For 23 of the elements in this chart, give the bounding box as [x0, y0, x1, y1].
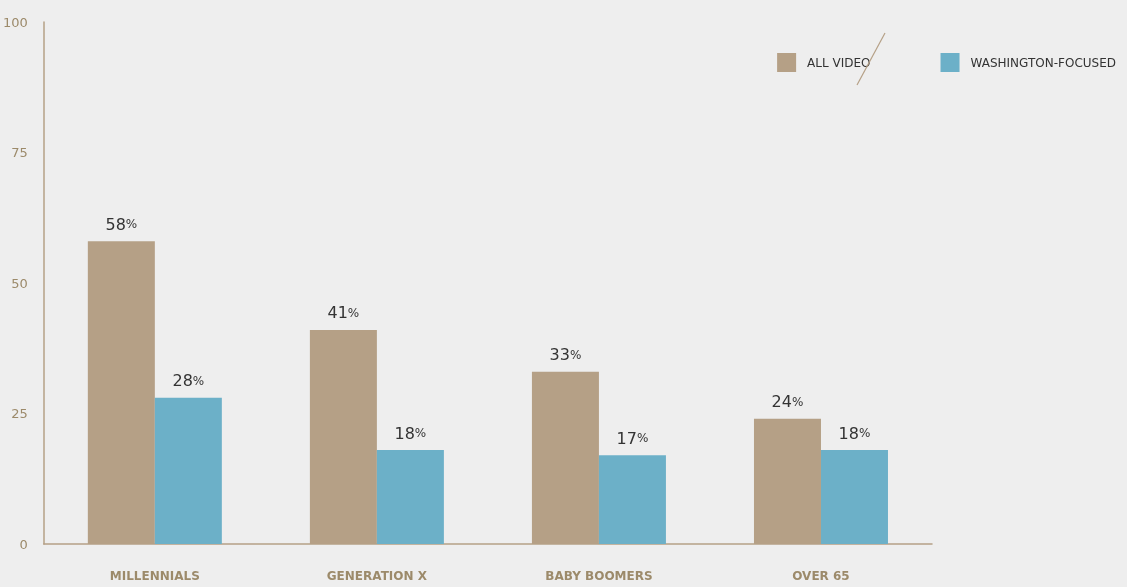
- data-label: 18%: [838, 423, 871, 443]
- y-tick-label: 100: [2, 14, 28, 30]
- data-label: 17%: [616, 428, 649, 448]
- x-tick-label: BABY BOOMERS: [545, 569, 653, 583]
- data-label: 41%: [327, 303, 360, 323]
- y-tick-label: 50: [11, 275, 28, 291]
- y-tick-label: 25: [11, 406, 28, 421]
- data-label: 24%: [771, 392, 804, 412]
- data-label: 28%: [172, 371, 205, 391]
- bar: [598, 455, 666, 544]
- legend-label: WASHINGTON-FOCUSED: [970, 55, 1117, 70]
- y-tick-label: 75: [11, 145, 28, 160]
- y-tick-label: 0: [19, 536, 28, 552]
- legend-label: ALL VIDEO: [807, 55, 871, 70]
- data-label: 58%: [105, 214, 138, 234]
- data-label: 33%: [549, 345, 582, 365]
- bar: [154, 397, 222, 544]
- x-tick-label: MILLENNIALS: [109, 569, 200, 583]
- bar: [376, 450, 444, 544]
- x-tick-label: GENERATION X: [326, 569, 428, 583]
- data-label: 18%: [394, 423, 427, 443]
- x-tick-label: OVER 65: [792, 569, 850, 583]
- bar: [820, 450, 888, 544]
